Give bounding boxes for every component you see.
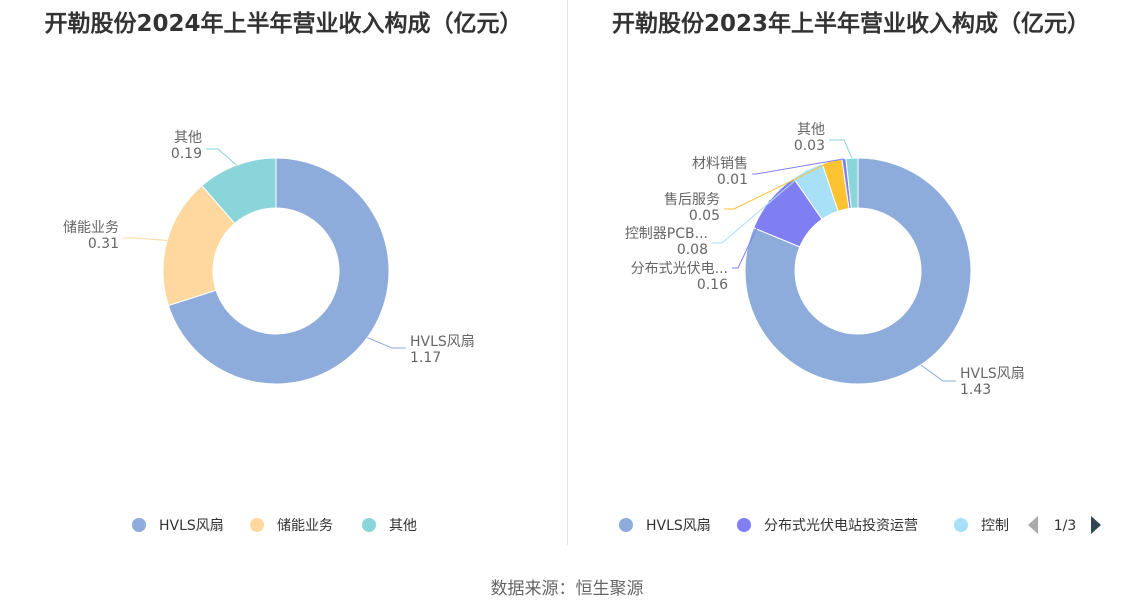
legend-label: HVLS风扇 xyxy=(159,518,224,534)
chart-title: 开勒股份2024年上半年营业收入构成（亿元） xyxy=(44,11,523,37)
slice-value: 0.03 xyxy=(794,138,825,154)
slice-label: 控制器PCB... xyxy=(625,226,708,242)
leader-line xyxy=(829,139,853,159)
leader-line xyxy=(712,169,808,244)
slice-6[interactable]: 其他: 0.03 xyxy=(845,157,859,209)
legend-label: 其他 xyxy=(389,518,417,534)
slice-value: 0.31 xyxy=(88,236,119,252)
slice-label: 其他 xyxy=(797,122,825,138)
triangle-left-icon[interactable] xyxy=(1028,516,1038,534)
legend-marker xyxy=(362,518,376,532)
slice-value: 0.01 xyxy=(717,172,748,188)
slice-label: 其他 xyxy=(174,130,202,146)
legend-marker xyxy=(250,518,264,532)
legend-marker xyxy=(132,518,146,532)
legend-label: 储能业务 xyxy=(277,518,333,534)
legend-item[interactable]: 储能业务 xyxy=(250,518,333,534)
legend-page-indicator: 1/3 xyxy=(1054,518,1077,534)
legend-item[interactable]: HVLS风扇 xyxy=(619,518,711,534)
slice-label: 储能业务 xyxy=(63,220,119,236)
slice-1[interactable]: HVLS风扇: 1.43 xyxy=(744,157,972,385)
leader-line xyxy=(367,337,406,349)
slice-1[interactable]: HVLS风扇: 1.17 xyxy=(167,157,390,385)
legend-item[interactable]: 分布式光伏电站投资运营 xyxy=(737,518,918,534)
leader-line xyxy=(206,148,237,166)
slice-value: 1.17 xyxy=(410,350,441,366)
legend: HVLS风扇 分布式光伏电站投资运营 控制 xyxy=(619,518,1009,534)
leader-line xyxy=(752,158,845,175)
chart-panel-2024: 开勒股份2024年上半年营业收入构成（亿元） HVLS风扇: 1.17 HVLS风… xyxy=(0,0,567,545)
legend-marker xyxy=(619,518,633,532)
legend-label: 分布式光伏电站投资运营 xyxy=(764,518,918,534)
slice-value: 0.08 xyxy=(677,242,708,258)
chart-panel-2023: 开勒股份2023年上半年营业收入构成（亿元） HVLS风扇: 1.43HVLS风… xyxy=(568,0,1134,545)
legend-item[interactable]: 控制 xyxy=(954,518,1009,534)
data-source: 数据来源：恒生聚源 xyxy=(490,579,644,599)
leader-line xyxy=(123,237,168,242)
chart-title: 开勒股份2023年上半年营业收入构成（亿元） xyxy=(611,11,1090,37)
slice-3[interactable]: 其他: 0.19 xyxy=(201,157,277,225)
legend: HVLS风扇 储能业务 其他 xyxy=(132,518,417,534)
legend-marker xyxy=(737,518,751,532)
leader-line xyxy=(732,199,771,269)
divider xyxy=(567,0,568,545)
legend-label: 控制 xyxy=(981,518,1009,534)
slice-value: 0.05 xyxy=(689,208,720,224)
slice-label: HVLS风扇 xyxy=(960,366,1025,382)
leader-line xyxy=(724,160,833,210)
slice-label: 售后服务 xyxy=(664,192,720,208)
slice-label: 材料销售 xyxy=(692,156,748,172)
donut-chart-2023: HVLS风扇: 1.43HVLS风扇1.43分布式光伏电站投资运营: 0.16分… xyxy=(619,122,1101,534)
legend-item[interactable]: 其他 xyxy=(362,518,417,534)
slice-value: 0.19 xyxy=(171,146,202,162)
legend-label: HVLS风扇 xyxy=(646,518,711,534)
triangle-right-icon[interactable] xyxy=(1091,516,1101,534)
legend-marker xyxy=(954,518,968,532)
slice-label: 分布式光伏电... xyxy=(631,261,728,277)
slice-value: 0.16 xyxy=(697,277,728,293)
slice-value: 1.43 xyxy=(960,382,991,398)
slice-label: HVLS风扇 xyxy=(410,334,475,350)
leader-line xyxy=(920,364,956,382)
legend-item[interactable]: HVLS风扇 xyxy=(132,518,224,534)
